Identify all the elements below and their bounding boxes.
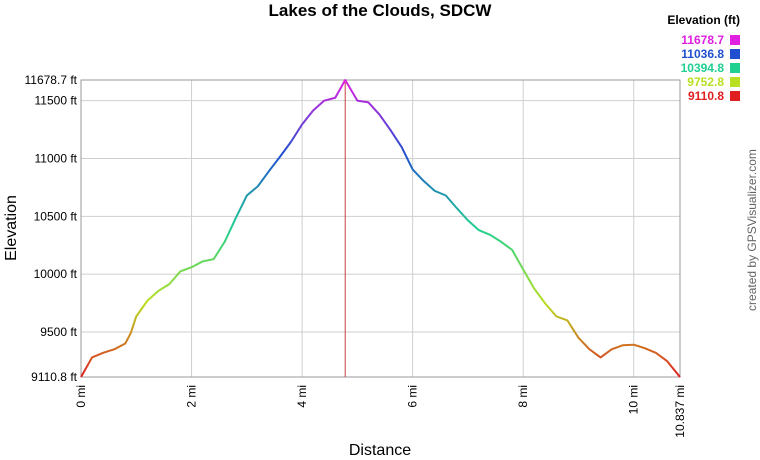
legend-title: Elevation (ft) [667, 13, 740, 27]
legend-swatch [730, 63, 740, 73]
y-tick-label: 11000 ft [35, 151, 78, 165]
x-tick-label: 2 mi [185, 385, 199, 408]
y-tick-label: 11500 ft [35, 94, 78, 108]
legend-label: 10394.8 [681, 61, 725, 75]
legend-label: 9110.8 [688, 89, 724, 103]
legend-label: 11678.7 [681, 33, 724, 47]
chart-title: Lakes of the Clouds, SDCW [269, 1, 493, 20]
plot-border [80, 79, 681, 378]
y-tick-label: 10000 ft [34, 267, 78, 281]
legend-swatch [730, 35, 740, 45]
legend-swatch [730, 49, 740, 59]
legend-label: 9752.8 [687, 75, 724, 89]
x-tick-label: 4 mi [295, 385, 309, 408]
x-tick-label: 10.837 mi [673, 385, 687, 438]
y-tick-label: 10500 ft [34, 209, 78, 223]
legend-swatch [730, 91, 740, 101]
x-tick-label: 10 mi [627, 385, 641, 414]
elevation-line [80, 79, 681, 378]
y-axis-label: Elevation [3, 195, 20, 261]
x-tick-label: 6 mi [406, 385, 420, 408]
legend-label: 11036.8 [681, 47, 724, 61]
legend-swatch [730, 77, 740, 87]
y-tick-label: 11678.7 ft [25, 73, 78, 87]
x-axis-label: Distance [349, 442, 411, 459]
credit: created by GPSVisualizer.com [745, 149, 759, 311]
y-tick-label: 9110.8 ft [31, 370, 77, 384]
x-tick-label: 0 mi [74, 385, 88, 408]
y-tick-label: 9500 ft [40, 325, 77, 339]
x-tick-label: 8 mi [516, 385, 530, 408]
